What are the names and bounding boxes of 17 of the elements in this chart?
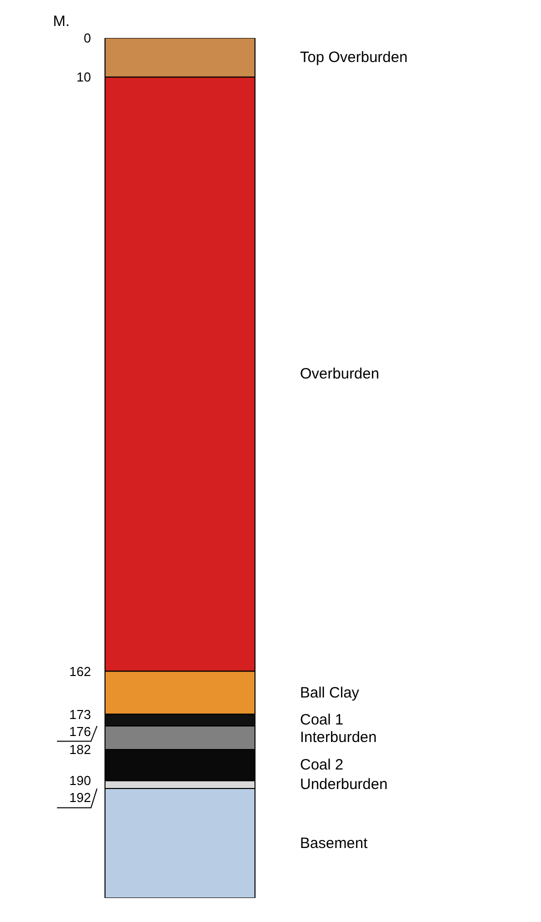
text: Coal 1 [300,712,344,729]
text: Overburden [300,366,380,383]
y-tick-label: 162 [69,664,91,679]
text: Basement [300,834,368,852]
text: Coal 2 [300,756,344,774]
text: Ball Clay [300,684,360,702]
text: Top Overburden [300,49,408,66]
y-tick-label: 192 [69,790,91,806]
y-tick-label: 190 [69,773,91,788]
y-axis-title: M. [53,13,70,30]
y-tick-label: 10 [76,70,91,85]
y-tick-label: 176 [69,724,91,739]
text: Underburden [300,776,388,794]
y-tick-label: 173 [69,706,91,722]
y-tick-label: 0 [84,30,91,46]
y-tick-label: 182 [69,742,91,757]
text: Interburden [300,729,377,746]
